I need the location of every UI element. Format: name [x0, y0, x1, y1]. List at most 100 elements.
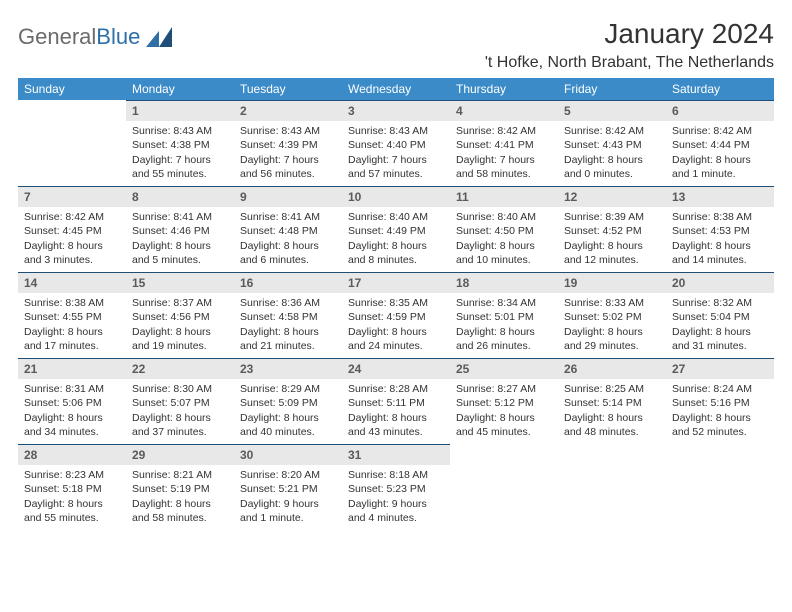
day-details: Sunrise: 8:31 AMSunset: 5:06 PMDaylight:… [18, 379, 126, 443]
day-number: 16 [234, 272, 342, 293]
calendar-week-row: 1Sunrise: 8:43 AMSunset: 4:38 PMDaylight… [18, 100, 774, 186]
day-details: Sunrise: 8:33 AMSunset: 5:02 PMDaylight:… [558, 293, 666, 357]
calendar-day-cell [558, 444, 666, 530]
day-number: 28 [18, 444, 126, 465]
day-number: 24 [342, 358, 450, 379]
day-details: Sunrise: 8:18 AMSunset: 5:23 PMDaylight:… [342, 465, 450, 529]
day-number: 11 [450, 186, 558, 207]
day-details: Sunrise: 8:42 AMSunset: 4:41 PMDaylight:… [450, 121, 558, 185]
calendar-day-cell: 19Sunrise: 8:33 AMSunset: 5:02 PMDayligh… [558, 272, 666, 358]
logo-mark-icon [146, 27, 172, 47]
calendar-day-cell: 21Sunrise: 8:31 AMSunset: 5:06 PMDayligh… [18, 358, 126, 444]
calendar-day-cell: 30Sunrise: 8:20 AMSunset: 5:21 PMDayligh… [234, 444, 342, 530]
day-number: 6 [666, 100, 774, 121]
day-number: 17 [342, 272, 450, 293]
day-details: Sunrise: 8:42 AMSunset: 4:44 PMDaylight:… [666, 121, 774, 185]
day-number: 2 [234, 100, 342, 121]
day-number: 26 [558, 358, 666, 379]
day-details: Sunrise: 8:23 AMSunset: 5:18 PMDaylight:… [18, 465, 126, 529]
calendar-day-cell: 3Sunrise: 8:43 AMSunset: 4:40 PMDaylight… [342, 100, 450, 186]
calendar-day-cell: 8Sunrise: 8:41 AMSunset: 4:46 PMDaylight… [126, 186, 234, 272]
weekday-header: Sunday [18, 78, 126, 100]
day-number: 20 [666, 272, 774, 293]
weekday-header: Saturday [666, 78, 774, 100]
calendar-day-cell: 15Sunrise: 8:37 AMSunset: 4:56 PMDayligh… [126, 272, 234, 358]
day-number: 18 [450, 272, 558, 293]
day-number: 31 [342, 444, 450, 465]
day-details: Sunrise: 8:40 AMSunset: 4:50 PMDaylight:… [450, 207, 558, 271]
day-number: 3 [342, 100, 450, 121]
day-details: Sunrise: 8:38 AMSunset: 4:55 PMDaylight:… [18, 293, 126, 357]
weekday-header: Wednesday [342, 78, 450, 100]
day-details: Sunrise: 8:38 AMSunset: 4:53 PMDaylight:… [666, 207, 774, 271]
day-number: 30 [234, 444, 342, 465]
day-details: Sunrise: 8:35 AMSunset: 4:59 PMDaylight:… [342, 293, 450, 357]
day-details: Sunrise: 8:20 AMSunset: 5:21 PMDaylight:… [234, 465, 342, 529]
calendar-day-cell: 17Sunrise: 8:35 AMSunset: 4:59 PMDayligh… [342, 272, 450, 358]
day-number: 14 [18, 272, 126, 293]
month-title: January 2024 [485, 18, 774, 50]
calendar-week-row: 7Sunrise: 8:42 AMSunset: 4:45 PMDaylight… [18, 186, 774, 272]
calendar-day-cell: 26Sunrise: 8:25 AMSunset: 5:14 PMDayligh… [558, 358, 666, 444]
calendar-day-cell: 28Sunrise: 8:23 AMSunset: 5:18 PMDayligh… [18, 444, 126, 530]
logo-text-general: General [18, 24, 96, 50]
calendar-day-cell: 9Sunrise: 8:41 AMSunset: 4:48 PMDaylight… [234, 186, 342, 272]
day-details: Sunrise: 8:34 AMSunset: 5:01 PMDaylight:… [450, 293, 558, 357]
day-details: Sunrise: 8:25 AMSunset: 5:14 PMDaylight:… [558, 379, 666, 443]
day-number: 8 [126, 186, 234, 207]
calendar-day-cell: 27Sunrise: 8:24 AMSunset: 5:16 PMDayligh… [666, 358, 774, 444]
weekday-header: Tuesday [234, 78, 342, 100]
calendar-day-cell: 24Sunrise: 8:28 AMSunset: 5:11 PMDayligh… [342, 358, 450, 444]
calendar-day-cell: 20Sunrise: 8:32 AMSunset: 5:04 PMDayligh… [666, 272, 774, 358]
logo: GeneralBlue [18, 24, 172, 50]
day-details: Sunrise: 8:24 AMSunset: 5:16 PMDaylight:… [666, 379, 774, 443]
calendar-day-cell: 23Sunrise: 8:29 AMSunset: 5:09 PMDayligh… [234, 358, 342, 444]
day-details: Sunrise: 8:41 AMSunset: 4:48 PMDaylight:… [234, 207, 342, 271]
calendar-day-cell: 22Sunrise: 8:30 AMSunset: 5:07 PMDayligh… [126, 358, 234, 444]
day-number: 5 [558, 100, 666, 121]
day-number: 25 [450, 358, 558, 379]
day-number: 4 [450, 100, 558, 121]
day-number: 29 [126, 444, 234, 465]
day-number: 9 [234, 186, 342, 207]
day-details: Sunrise: 8:37 AMSunset: 4:56 PMDaylight:… [126, 293, 234, 357]
day-details: Sunrise: 8:27 AMSunset: 5:12 PMDaylight:… [450, 379, 558, 443]
calendar-body: 1Sunrise: 8:43 AMSunset: 4:38 PMDaylight… [18, 100, 774, 530]
calendar-day-cell: 2Sunrise: 8:43 AMSunset: 4:39 PMDaylight… [234, 100, 342, 186]
calendar-day-cell: 18Sunrise: 8:34 AMSunset: 5:01 PMDayligh… [450, 272, 558, 358]
logo-text-blue: Blue [96, 24, 140, 50]
calendar-day-cell: 25Sunrise: 8:27 AMSunset: 5:12 PMDayligh… [450, 358, 558, 444]
day-details: Sunrise: 8:43 AMSunset: 4:39 PMDaylight:… [234, 121, 342, 185]
day-details: Sunrise: 8:21 AMSunset: 5:19 PMDaylight:… [126, 465, 234, 529]
day-number: 22 [126, 358, 234, 379]
calendar-day-cell: 6Sunrise: 8:42 AMSunset: 4:44 PMDaylight… [666, 100, 774, 186]
day-number: 21 [18, 358, 126, 379]
day-details: Sunrise: 8:39 AMSunset: 4:52 PMDaylight:… [558, 207, 666, 271]
title-block: January 2024 't Hofke, North Brabant, Th… [485, 18, 774, 72]
calendar-day-cell [18, 100, 126, 186]
day-number: 1 [126, 100, 234, 121]
day-details: Sunrise: 8:32 AMSunset: 5:04 PMDaylight:… [666, 293, 774, 357]
calendar-head: SundayMondayTuesdayWednesdayThursdayFrid… [18, 78, 774, 100]
header: GeneralBlue January 2024 't Hofke, North… [18, 18, 774, 72]
calendar-day-cell: 31Sunrise: 8:18 AMSunset: 5:23 PMDayligh… [342, 444, 450, 530]
day-details: Sunrise: 8:41 AMSunset: 4:46 PMDaylight:… [126, 207, 234, 271]
calendar-day-cell: 4Sunrise: 8:42 AMSunset: 4:41 PMDaylight… [450, 100, 558, 186]
calendar-week-row: 21Sunrise: 8:31 AMSunset: 5:06 PMDayligh… [18, 358, 774, 444]
day-number: 23 [234, 358, 342, 379]
calendar-day-cell: 16Sunrise: 8:36 AMSunset: 4:58 PMDayligh… [234, 272, 342, 358]
calendar-day-cell [450, 444, 558, 530]
calendar-table: SundayMondayTuesdayWednesdayThursdayFrid… [18, 78, 774, 530]
day-details: Sunrise: 8:29 AMSunset: 5:09 PMDaylight:… [234, 379, 342, 443]
day-details: Sunrise: 8:42 AMSunset: 4:43 PMDaylight:… [558, 121, 666, 185]
day-details: Sunrise: 8:28 AMSunset: 5:11 PMDaylight:… [342, 379, 450, 443]
calendar-week-row: 14Sunrise: 8:38 AMSunset: 4:55 PMDayligh… [18, 272, 774, 358]
day-number: 7 [18, 186, 126, 207]
calendar-day-cell [666, 444, 774, 530]
weekday-header: Monday [126, 78, 234, 100]
weekday-header: Friday [558, 78, 666, 100]
calendar-day-cell: 29Sunrise: 8:21 AMSunset: 5:19 PMDayligh… [126, 444, 234, 530]
calendar-day-cell: 7Sunrise: 8:42 AMSunset: 4:45 PMDaylight… [18, 186, 126, 272]
day-details: Sunrise: 8:43 AMSunset: 4:40 PMDaylight:… [342, 121, 450, 185]
calendar-day-cell: 13Sunrise: 8:38 AMSunset: 4:53 PMDayligh… [666, 186, 774, 272]
